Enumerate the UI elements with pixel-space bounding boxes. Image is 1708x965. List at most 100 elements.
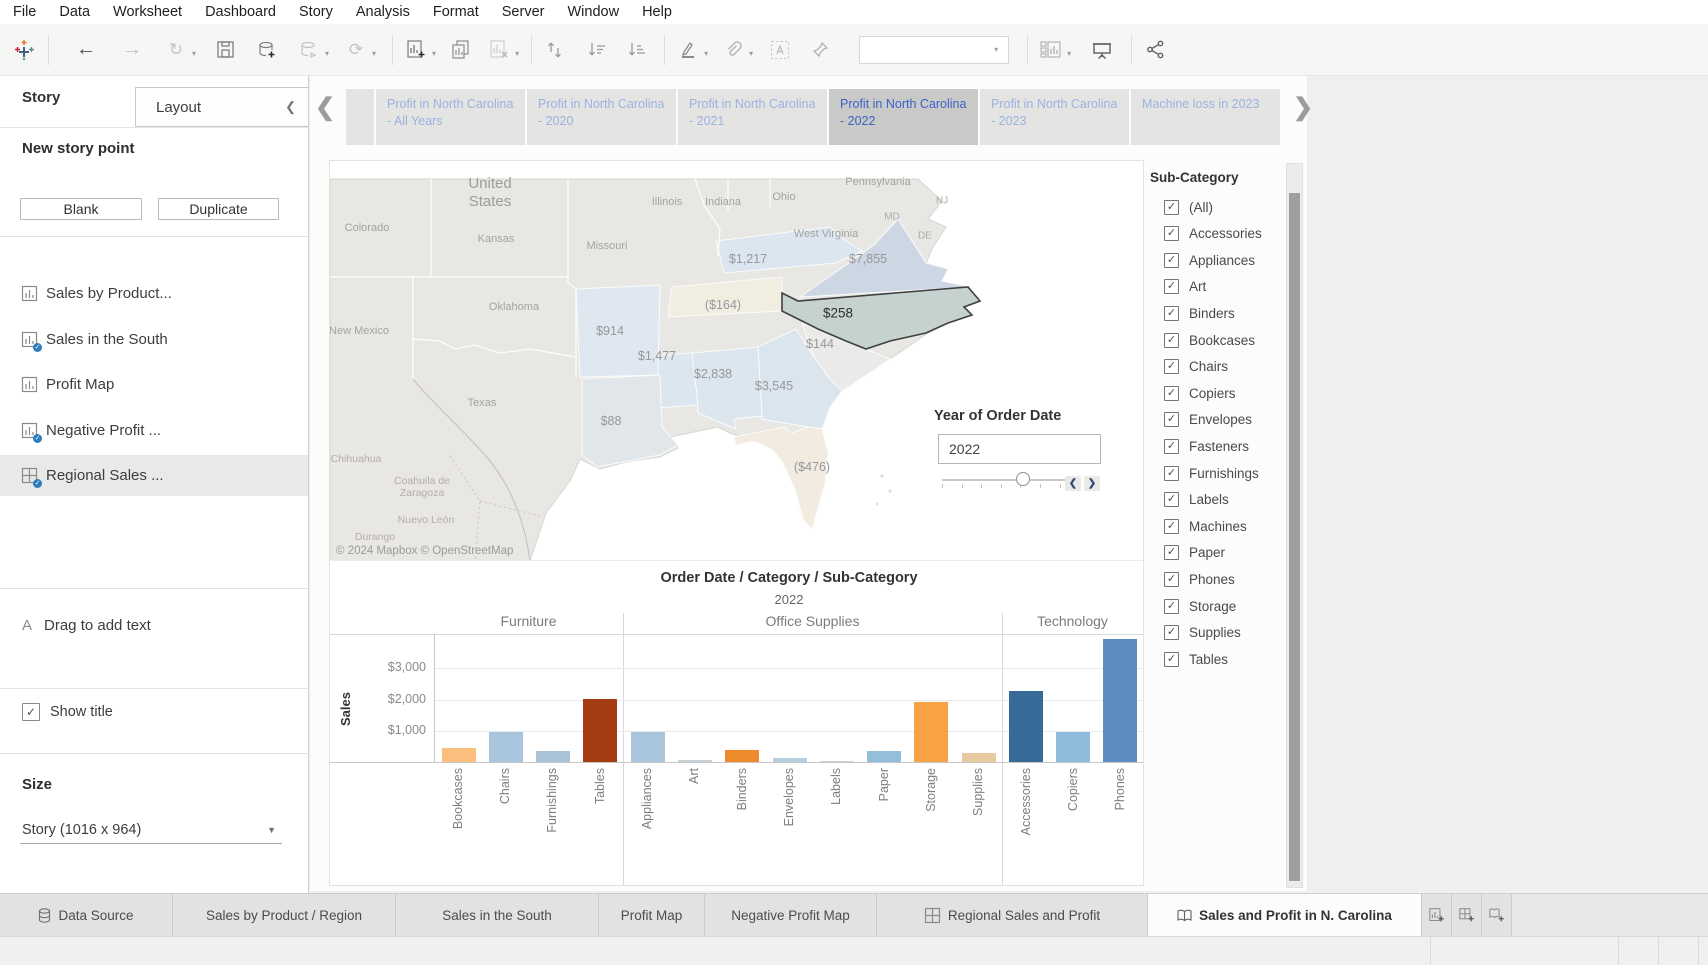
filter-item-supplies[interactable]: ✓Supplies	[1164, 622, 1241, 644]
checkbox-checked-icon[interactable]: ✓	[1164, 439, 1179, 454]
filter-item-fasteners[interactable]: ✓Fasteners	[1164, 435, 1249, 457]
story-point-tab-machine-loss-in-2023[interactable]: Machine loss in 2023	[1131, 89, 1280, 145]
menu-item-file[interactable]: File	[4, 4, 50, 20]
checkbox-checked-icon[interactable]: ✓	[1164, 386, 1179, 401]
filter-item-binders[interactable]: ✓Binders	[1164, 302, 1235, 324]
menu-item-server[interactable]: Server	[493, 4, 559, 20]
filter-item-all[interactable]: ✓(All)	[1164, 196, 1213, 218]
year-slider-thumb[interactable]	[1016, 472, 1030, 486]
checkbox-checked-icon[interactable]: ✓	[1164, 412, 1179, 427]
checkbox-checked-icon[interactable]: ✓	[1164, 652, 1179, 667]
group-caret-icon[interactable]: ▾	[749, 49, 753, 58]
filter-item-chairs[interactable]: ✓Chairs	[1164, 356, 1228, 378]
clear-sheet-caret-icon[interactable]: ▾	[515, 49, 519, 58]
story-point-tab-profit-in-north-carolina-2023[interactable]: Profit in North Carolina - 2023	[980, 89, 1129, 145]
show-mark-labels-icon[interactable]	[767, 33, 793, 67]
bar-paper[interactable]	[867, 751, 901, 762]
checkbox-checked-icon[interactable]: ✓	[1164, 572, 1179, 587]
checkbox-checked-icon[interactable]: ✓	[1164, 625, 1179, 640]
navigator-next-icon[interactable]: ❯	[1293, 96, 1315, 122]
combobox-caret-icon[interactable]: ▾	[994, 45, 998, 54]
year-filter-input[interactable]: 2022	[938, 434, 1101, 464]
sheet-tab-negative-profit-map[interactable]: Negative Profit Map	[705, 894, 877, 936]
checkbox-checked-icon[interactable]: ✓	[1164, 333, 1179, 348]
year-slider-track[interactable]	[942, 479, 1079, 481]
checkbox-checked-icon[interactable]: ✓	[1164, 200, 1179, 215]
filter-item-art[interactable]: ✓Art	[1164, 276, 1206, 298]
story-point-item-profit-map[interactable]: Profit Map	[0, 364, 308, 405]
menu-item-dashboard[interactable]: Dashboard	[196, 4, 290, 20]
run-update-icon[interactable]: ⟳	[343, 33, 369, 67]
new-worksheet-caret-icon[interactable]: ▾	[432, 49, 436, 58]
checkbox-checked-icon[interactable]: ✓	[1164, 466, 1179, 481]
fix-axes-icon[interactable]	[807, 33, 833, 67]
bar-accessories[interactable]	[1009, 691, 1043, 762]
new-data-source-icon[interactable]	[254, 33, 280, 67]
collapse-pane-icon[interactable]: ❮	[285, 99, 296, 115]
checkbox-checked-icon[interactable]: ✓	[1164, 253, 1179, 268]
tab-layout[interactable]: Layout ❮	[135, 87, 308, 127]
vertical-scrollbar[interactable]	[1286, 163, 1303, 888]
menu-item-story[interactable]: Story	[290, 4, 347, 20]
tab-story[interactable]: Story	[22, 89, 60, 106]
bar-binders[interactable]	[725, 750, 759, 762]
filter-item-machines[interactable]: ✓Machines	[1164, 515, 1247, 537]
navigator-partial-tab[interactable]	[346, 89, 374, 145]
fit-caret-icon[interactable]: ▾	[1067, 49, 1071, 58]
swap-rows-columns-icon[interactable]	[542, 33, 568, 67]
replay-icon[interactable]: ↻	[163, 33, 189, 67]
bar-phones[interactable]	[1103, 639, 1137, 762]
bar-copiers[interactable]	[1056, 732, 1090, 762]
duplicate-button[interactable]: Duplicate	[158, 198, 279, 220]
sort-descending-icon[interactable]	[624, 33, 650, 67]
checkbox-checked-icon[interactable]: ✓	[1164, 519, 1179, 534]
story-point-tab-profit-in-north-carolina-2020[interactable]: Profit in North Carolina - 2020	[527, 89, 676, 145]
menu-item-format[interactable]: Format	[424, 4, 493, 20]
show-title-toggle[interactable]: ✓ Show title	[22, 703, 113, 721]
filter-item-storage[interactable]: ✓Storage	[1164, 595, 1236, 617]
year-prev-button[interactable]: ❮	[1065, 476, 1081, 491]
filter-item-paper[interactable]: ✓Paper	[1164, 542, 1225, 564]
new-worksheet-button[interactable]	[1422, 894, 1452, 936]
state-florida[interactable]	[734, 427, 828, 529]
undo-icon[interactable]: ←	[73, 33, 99, 67]
filter-item-appliances[interactable]: ✓Appliances	[1164, 249, 1255, 271]
checkbox-checked-icon[interactable]: ✓	[1164, 226, 1179, 241]
filter-item-copiers[interactable]: ✓Copiers	[1164, 382, 1236, 404]
menu-item-help[interactable]: Help	[633, 4, 686, 20]
presentation-mode-icon[interactable]	[1089, 33, 1115, 67]
size-dropdown[interactable]: Story (1016 x 964) ▼	[20, 816, 282, 844]
redo-icon[interactable]: →	[119, 33, 145, 67]
checkbox-checked-icon[interactable]: ✓	[1164, 492, 1179, 507]
menu-item-analysis[interactable]: Analysis	[347, 4, 424, 20]
checkbox-checked-icon[interactable]: ✓	[1164, 279, 1179, 294]
profit-map[interactable]: UnitedStates ColoradoKansasMissouriIllin…	[330, 161, 1143, 561]
filter-item-tables[interactable]: ✓Tables	[1164, 648, 1228, 670]
story-point-item-regional-sales[interactable]: ✓Regional Sales ...	[0, 455, 308, 496]
run-update-caret-icon[interactable]: ▾	[372, 49, 376, 58]
view-combobox[interactable]: ▾	[859, 36, 1009, 64]
checkbox-checked-icon[interactable]: ✓	[1164, 599, 1179, 614]
filter-item-bookcases[interactable]: ✓Bookcases	[1164, 329, 1255, 351]
bar-appliances[interactable]	[631, 732, 665, 762]
replay-caret-icon[interactable]: ▾	[192, 49, 196, 58]
year-next-button[interactable]: ❯	[1084, 476, 1100, 491]
highlight-caret-icon[interactable]: ▾	[704, 49, 708, 58]
sort-ascending-icon[interactable]	[584, 33, 610, 67]
checkbox-checked-icon[interactable]: ✓	[1164, 545, 1179, 560]
scrollbar-thumb[interactable]	[1289, 193, 1300, 881]
new-dashboard-button[interactable]	[1452, 894, 1482, 936]
publish-caret-icon[interactable]: ▾	[325, 49, 329, 58]
story-point-tab-profit-in-north-carolina-2021[interactable]: Profit in North Carolina - 2021	[678, 89, 827, 145]
publish-data-source-icon[interactable]	[296, 33, 322, 67]
bar-supplies[interactable]	[962, 753, 996, 762]
clear-sheet-icon[interactable]	[486, 33, 512, 67]
bar-chairs[interactable]	[489, 732, 523, 762]
bar-storage[interactable]	[914, 702, 948, 762]
sheet-tab-profit-map[interactable]: Profit Map	[599, 894, 705, 936]
bar-bookcases[interactable]	[442, 748, 476, 762]
filter-item-furnishings[interactable]: ✓Furnishings	[1164, 462, 1259, 484]
group-members-icon[interactable]	[720, 33, 746, 67]
state-arkansas[interactable]	[576, 285, 660, 377]
sheet-tab-data-source[interactable]: Data Source	[0, 894, 173, 936]
